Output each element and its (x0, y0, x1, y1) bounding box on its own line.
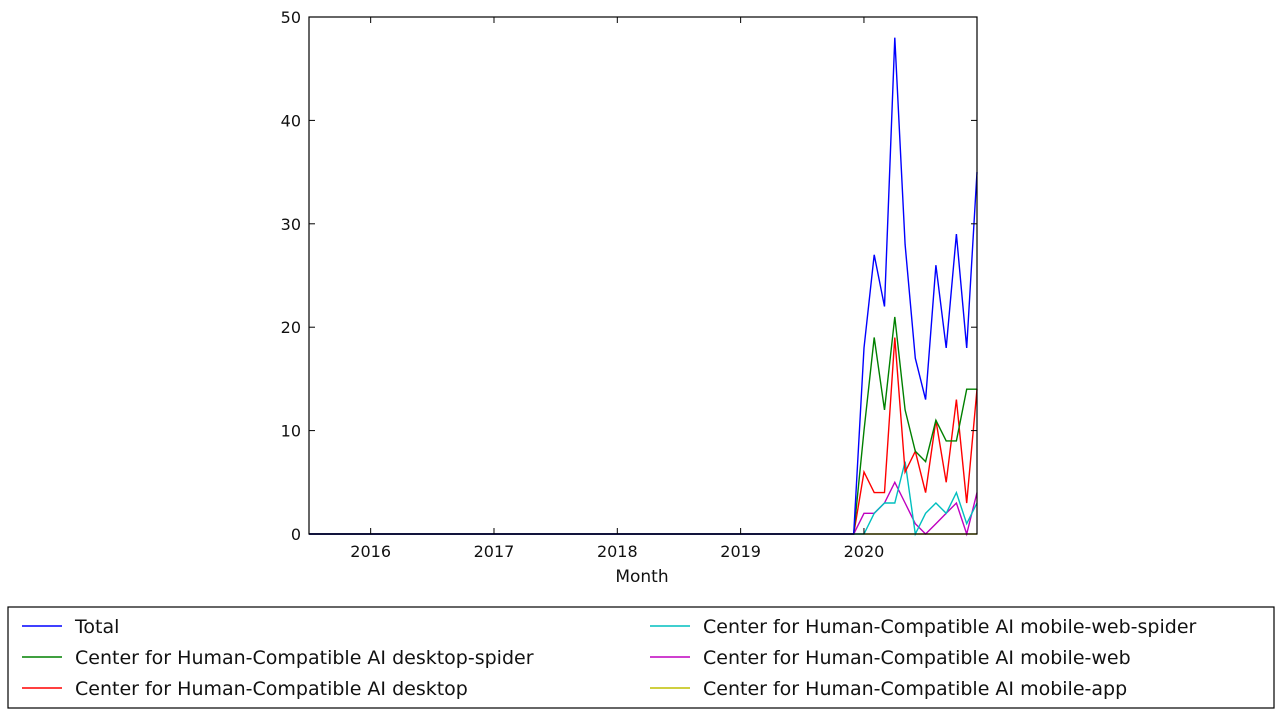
legend-box (7, 606, 1275, 709)
series-line-0 (309, 37, 978, 535)
legend: Total Center for Human-Compatible AI desk… (22, 616, 1197, 700)
series-line-1 (309, 316, 977, 535)
y-tick-label: 50 (281, 8, 301, 27)
x-tick-label: 2017 (474, 542, 515, 561)
x-axis-label: Month (615, 567, 668, 587)
legend-label-0: Total (74, 616, 119, 638)
legend-label-5: Center for Human-Compatible AI mobile-ap… (703, 678, 1127, 700)
y-tick-label: 20 (281, 318, 301, 337)
x-tick-label: 2016 (350, 542, 391, 561)
x-tick-label: 2019 (720, 542, 761, 561)
plot-frame (308, 16, 978, 535)
axes-ticks: 0 10 20 30 40 50 2016 2017 2018 2019 2020 (281, 8, 977, 561)
y-tick-label: 30 (281, 215, 301, 234)
series-layer (309, 37, 978, 537)
x-tick-label: 2018 (597, 542, 638, 561)
series-line-3 (309, 461, 978, 537)
y-tick-label: 40 (281, 111, 301, 130)
y-tick-label: 10 (281, 422, 301, 441)
series-line-4 (309, 480, 978, 537)
x-tick-label: 2020 (844, 542, 885, 561)
y-tick-label: 0 (291, 525, 301, 544)
legend-label-1: Center for Human-Compatible AI desktop-s… (75, 647, 534, 669)
legend-label-3: Center for Human-Compatible AI mobile-we… (703, 616, 1197, 638)
legend-label-2: Center for Human-Compatible AI desktop (75, 678, 468, 700)
series-line-2 (309, 337, 978, 535)
legend-label-4: Center for Human-Compatible AI mobile-we… (703, 647, 1131, 669)
